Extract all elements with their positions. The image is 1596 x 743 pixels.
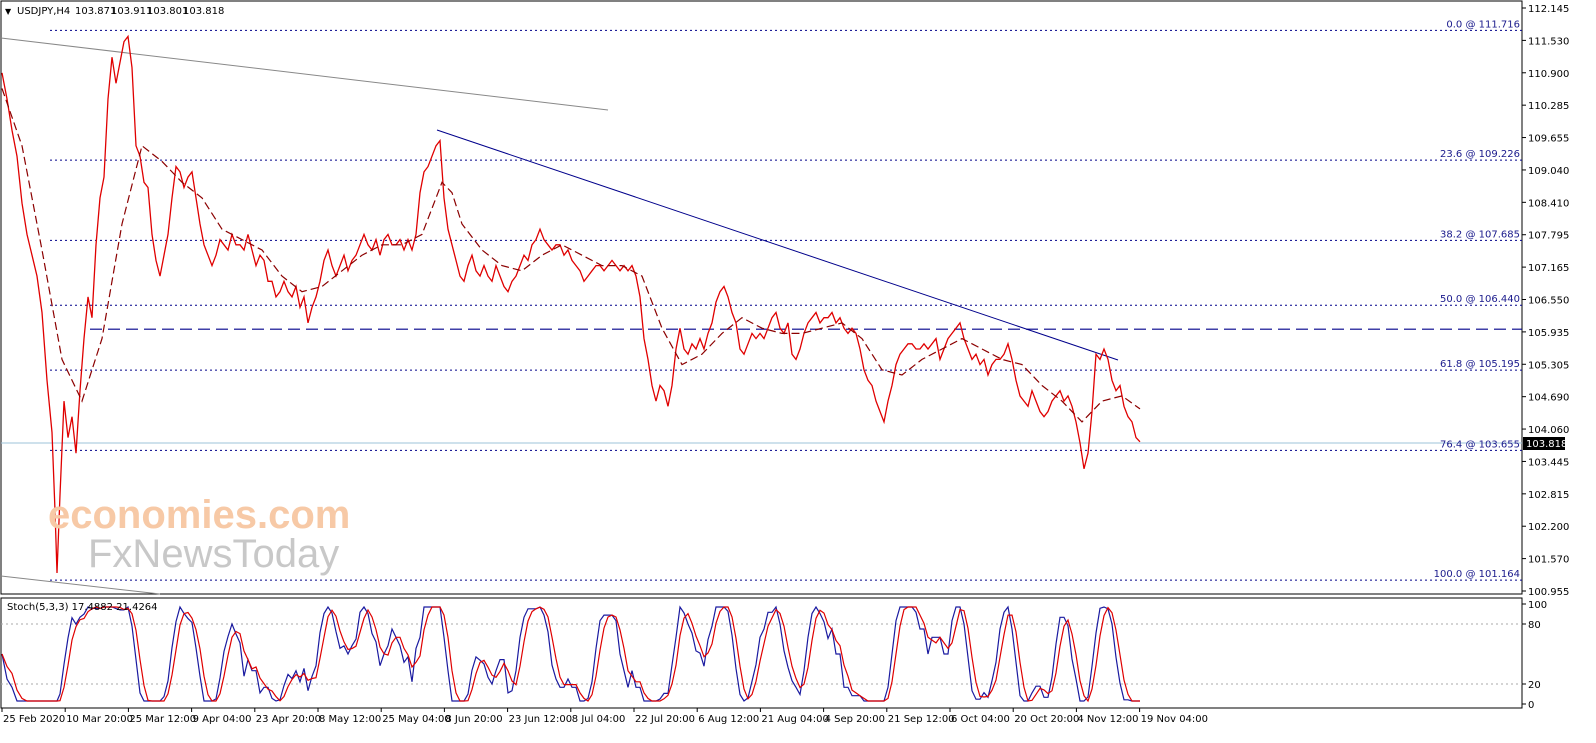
price-axis: 112.145 111.530 110.900 110.285 109.655 109.0… [1522, 4, 1569, 598]
time-tick-label: 21 Aug 04:00 [761, 714, 828, 725]
price-tick-label: 105.305 [1528, 360, 1569, 371]
watermark-economies: economies.com [48, 493, 350, 537]
time-tick-label: 19 Nov 04:00 [1141, 714, 1208, 725]
descending-trendline [436, 129, 1119, 361]
fib-label: 100.0 @ 101.164 [1434, 569, 1520, 580]
ohlc-close: 103.818 [183, 6, 224, 17]
time-tick-label: 21 Sep 12:00 [888, 714, 955, 725]
current-price-badge [1523, 437, 1565, 450]
oscillator-axis: 100 80 20 0 [1522, 600, 1547, 711]
fib-label: 50.0 @ 106.440 [1440, 294, 1520, 305]
price-tick-label: 109.040 [1528, 166, 1569, 177]
grey-channel-upper [0, 37, 609, 111]
time-tick-label: 25 Feb 2020 [3, 714, 65, 725]
price-tick-label: 102.200 [1528, 522, 1569, 533]
time-tick-label: 6 Aug 12:00 [698, 714, 759, 725]
price-tick-label: 104.060 [1528, 425, 1569, 436]
time-tick-label: 20 Oct 20:00 [1014, 714, 1079, 725]
fib-label: 0.0 @ 111.716 [1446, 19, 1520, 30]
dropdown-arrow-icon[interactable]: ▼ [5, 7, 12, 16]
price-tick-label: 108.410 [1528, 198, 1569, 209]
ohlc-low: 103.801 [147, 6, 188, 17]
price-tick-label: 111.530 [1528, 36, 1569, 47]
time-tick-label: 25 Mar 12:00 [129, 714, 196, 725]
time-tick-label: 6 Oct 04:00 [951, 714, 1010, 725]
ohlc-high: 103.911 [111, 6, 152, 17]
price-tick-label: 105.935 [1528, 328, 1569, 339]
fib-levels: 0.0 @ 111.716 23.6 @ 109.226 38.2 @ 107.68… [50, 19, 1522, 581]
price-tick-label: 110.900 [1528, 69, 1569, 80]
stoch-main-line [1, 605, 1140, 702]
price-tick-label: 104.690 [1528, 393, 1569, 404]
price-series-layer [1, 34, 1141, 574]
price-tick-label: 110.285 [1528, 101, 1569, 112]
time-tick-label: 10 Mar 20:00 [66, 714, 133, 725]
time-tick-label: 4 Nov 12:00 [1077, 714, 1138, 725]
grey-channel-lower [0, 575, 161, 595]
time-tick-label: 25 May 04:00 [382, 714, 451, 725]
fib-label: 23.6 @ 109.226 [1440, 149, 1520, 160]
time-tick-label: 4 Sep 20:00 [825, 714, 885, 725]
price-tick-label: 106.550 [1528, 296, 1569, 307]
fib-label: 76.4 @ 103.655 [1440, 439, 1520, 450]
osc-tick-label: 20 [1528, 680, 1541, 691]
time-tick-label: 23 Jun 12:00 [509, 714, 573, 725]
stochastic-layer [1, 605, 1522, 703]
ohlc-open: 103.871 [75, 6, 116, 17]
time-tick-label: 8 Jul 04:00 [572, 714, 626, 725]
fib-label: 61.8 @ 105.195 [1440, 359, 1520, 370]
price-tick-label: 101.570 [1528, 555, 1569, 566]
time-tick-label: 22 Jul 20:00 [635, 714, 695, 725]
fib-label: 38.2 @ 107.685 [1440, 229, 1520, 240]
watermark-fxnewstoday: FxNewsToday [88, 532, 339, 576]
price-series [1, 34, 1141, 574]
price-tick-label: 107.795 [1528, 231, 1569, 242]
current-price-label: 103.818 [1526, 439, 1567, 450]
time-tick-label: 9 Apr 04:00 [193, 714, 252, 725]
price-tick-label: 107.165 [1528, 263, 1569, 274]
price-tick-label: 102.815 [1528, 490, 1569, 501]
time-tick-label: 8 Jun 20:00 [445, 714, 502, 725]
price-tick-label: 100.955 [1528, 587, 1569, 598]
stoch-signal-line [1, 606, 1140, 703]
time-tick-label: 23 Apr 20:00 [256, 714, 321, 725]
price-tick-label: 103.445 [1528, 457, 1569, 468]
main-panel-frame [0, 0, 1523, 595]
osc-tick-label: 0 [1528, 700, 1534, 711]
price-tick-label: 109.655 [1528, 134, 1569, 145]
price-tick-label: 112.145 [1528, 4, 1569, 15]
moving-average-series [1, 88, 1141, 423]
osc-tick-label: 80 [1528, 620, 1541, 631]
stoch-label: Stoch(5,3,3) 17.4882 21.4264 [7, 602, 158, 613]
time-tick-label: 8 May 12:00 [319, 714, 381, 725]
osc-tick-label: 100 [1528, 600, 1547, 611]
symbol-title: USDJPY,H4 [17, 6, 70, 17]
oscillator-panel-frame [0, 597, 1523, 709]
